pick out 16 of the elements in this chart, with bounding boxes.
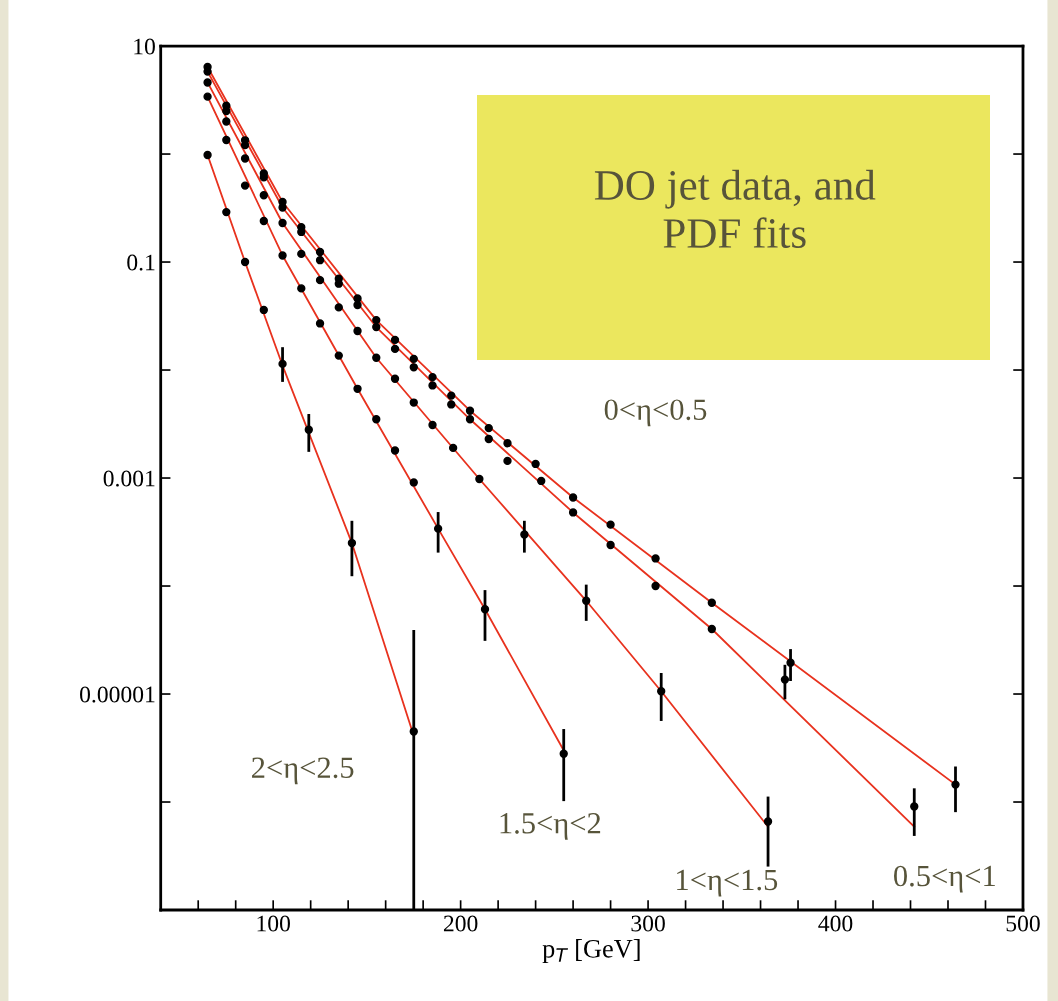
x-tick-label: 200 [443,915,478,932]
x-tick-label: 300 [631,915,665,932]
annotation: DO jet data, and PDF fits [594,169,876,248]
y-tick-label: 0.001 [103,470,155,487]
series-label: 1<η<1.5 [677,869,778,897]
text: 1.5<η<2 [500,813,601,840]
x-tick-label: 500 [1006,915,1040,932]
y-tick-label: 10 [134,38,155,55]
y-tick-label: 0.1 [127,254,155,271]
x-tick-label: 100 [257,915,290,932]
x-axis-title: p$_{T}$ [GeV] [542,939,640,963]
text: 2<η<2.5 [252,757,354,785]
y-tick-label: 0.00001 [80,686,155,703]
x-tick-label: 400 [818,915,853,932]
series-label: 0.5<η<1 [894,865,995,893]
text: 0<η<0.5 [604,399,707,427]
